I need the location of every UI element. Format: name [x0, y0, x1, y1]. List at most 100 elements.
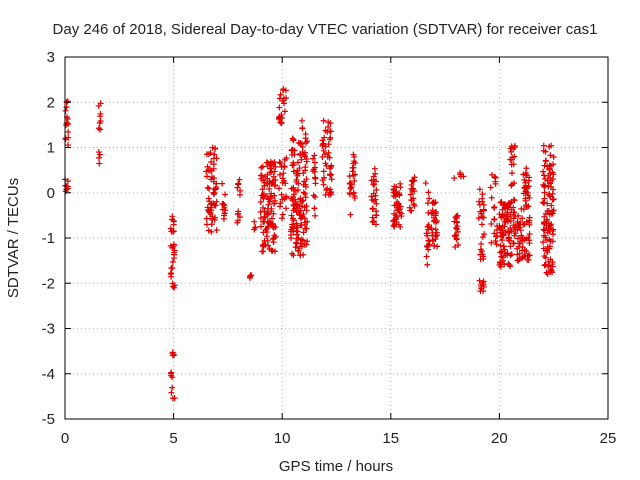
data-point	[258, 164, 265, 171]
data-point	[251, 218, 258, 225]
y-tick-label: -2	[42, 275, 55, 292]
data-point	[520, 206, 527, 213]
data-point	[499, 237, 506, 244]
data-point	[373, 221, 380, 228]
data-point	[280, 86, 287, 93]
data-point	[268, 205, 275, 212]
data-point	[550, 196, 557, 203]
data-point	[271, 168, 278, 175]
data-point	[370, 190, 377, 197]
data-point	[488, 239, 495, 246]
data-point	[208, 167, 215, 174]
data-point	[429, 200, 436, 207]
data-point	[505, 237, 512, 244]
data-point	[64, 115, 71, 122]
data-point	[298, 236, 305, 243]
data-point	[319, 177, 326, 184]
data-point	[298, 243, 305, 250]
data-point	[544, 216, 551, 223]
data-point	[492, 174, 499, 181]
data-point	[516, 240, 523, 247]
data-point	[167, 271, 174, 278]
data-point	[373, 186, 380, 193]
data-point	[276, 114, 283, 121]
data-point	[299, 149, 306, 156]
data-point	[291, 205, 298, 212]
data-point	[296, 203, 303, 210]
data-point	[281, 108, 288, 115]
data-point	[549, 210, 556, 217]
data-point	[213, 227, 220, 234]
data-points	[62, 86, 557, 402]
x-tick-label: 25	[600, 430, 617, 447]
data-point	[511, 197, 518, 204]
data-point	[423, 242, 430, 249]
data-point	[287, 228, 294, 235]
data-point	[509, 170, 516, 177]
data-point	[550, 171, 557, 178]
data-point	[257, 223, 264, 230]
x-axis-label: GPS time / hours	[279, 458, 393, 475]
data-point	[266, 186, 273, 193]
data-point	[302, 135, 309, 142]
data-point	[507, 225, 514, 232]
data-point	[205, 151, 212, 158]
data-point	[409, 178, 416, 185]
data-point	[294, 172, 301, 179]
data-point	[280, 170, 287, 177]
data-point	[96, 160, 103, 167]
data-point	[406, 204, 413, 211]
y-tick-label: 1	[47, 140, 55, 157]
data-point	[222, 191, 229, 198]
data-point	[260, 194, 267, 201]
data-point	[299, 124, 306, 131]
data-point	[508, 228, 515, 235]
data-point	[454, 223, 461, 230]
data-point	[520, 221, 527, 228]
data-point	[297, 240, 304, 247]
data-point	[295, 235, 302, 242]
data-point	[312, 175, 319, 182]
data-point	[478, 210, 485, 217]
data-point	[326, 136, 333, 143]
data-point	[515, 212, 522, 219]
data-point	[213, 198, 220, 205]
data-point	[526, 217, 533, 224]
data-point	[522, 172, 529, 179]
data-point	[289, 221, 296, 228]
data-point	[548, 267, 555, 274]
data-point	[351, 193, 358, 200]
data-point	[62, 188, 69, 195]
data-point	[540, 245, 547, 252]
data-point	[507, 145, 514, 152]
data-point	[346, 173, 353, 180]
data-point	[351, 153, 358, 160]
data-point	[541, 219, 548, 226]
data-point	[543, 237, 550, 244]
data-point	[302, 183, 309, 190]
data-point	[370, 218, 377, 225]
data-point	[312, 193, 319, 200]
data-point	[373, 212, 380, 219]
data-point	[525, 183, 532, 190]
data-point	[511, 153, 518, 160]
data-point	[290, 193, 297, 200]
data-point	[210, 175, 217, 182]
data-point	[212, 202, 219, 209]
data-point	[370, 181, 377, 188]
data-point	[289, 162, 296, 169]
data-point	[260, 229, 267, 236]
data-point	[260, 191, 267, 198]
data-point	[479, 191, 486, 198]
data-point	[322, 143, 329, 150]
data-point	[301, 215, 308, 222]
data-point	[390, 192, 397, 199]
data-point	[478, 240, 485, 247]
data-point	[297, 195, 304, 202]
data-point	[248, 272, 255, 279]
data-point	[169, 350, 176, 357]
data-point	[319, 154, 326, 161]
data-point	[425, 226, 432, 233]
y-tick-label: 0	[47, 185, 55, 202]
